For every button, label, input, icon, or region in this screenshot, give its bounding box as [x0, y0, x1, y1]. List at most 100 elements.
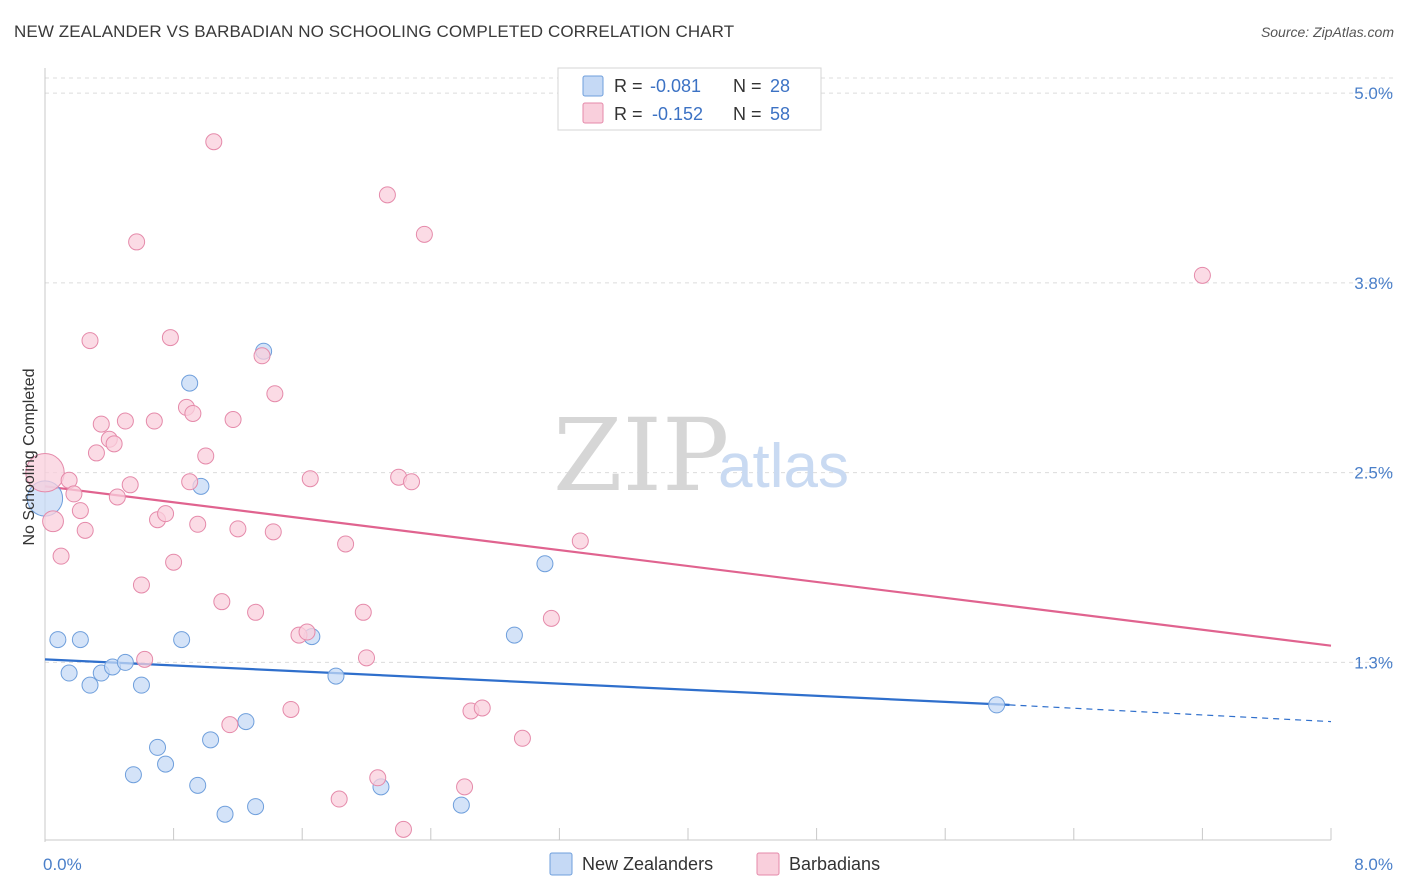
point-new-zealanders	[132, 676, 150, 694]
bottom-legend-swatch-barbadians	[756, 852, 780, 876]
watermark-zip: ZIP	[553, 397, 729, 514]
legend-swatch-new-zealanders	[582, 75, 604, 97]
bottom-legend: New Zealanders Barbadians	[549, 852, 880, 876]
point-barbadians	[165, 553, 183, 571]
point-new-zealanders	[189, 776, 207, 794]
point-barbadians	[87, 444, 105, 462]
point-barbadians	[105, 435, 123, 453]
point-new-zealanders	[124, 766, 142, 784]
point-barbadians	[298, 623, 316, 641]
point-new-zealanders	[202, 731, 220, 749]
point-barbadians	[229, 520, 247, 538]
point-barbadians	[301, 470, 319, 488]
point-barbadians	[571, 532, 589, 550]
point-barbadians	[224, 411, 242, 429]
point-barbadians	[513, 729, 531, 747]
trend-line-extension-new-zealanders	[1009, 704, 1332, 723]
point-barbadians	[354, 603, 372, 621]
point-new-zealanders	[505, 626, 523, 644]
y-tick-label: 3.8%	[1354, 274, 1393, 293]
y-tick-label: 1.3%	[1354, 653, 1393, 672]
point-barbadians	[128, 233, 146, 251]
y-tick-labels: 1.3% 2.5% 3.8% 5.0%	[1354, 84, 1393, 672]
chart-title: NEW ZEALANDER VS BARBADIAN NO SCHOOLING …	[14, 22, 735, 41]
point-new-zealanders	[247, 798, 265, 816]
point-barbadians	[71, 502, 89, 520]
trend-line-new-zealanders	[44, 658, 1010, 707]
point-barbadians	[253, 347, 271, 365]
legend-n-value-new-zealanders: 28	[770, 76, 790, 96]
point-barbadians	[221, 716, 239, 734]
point-barbadians	[415, 225, 433, 243]
point-new-zealanders	[216, 805, 234, 823]
point-barbadians	[473, 699, 491, 717]
point-new-zealanders	[181, 374, 199, 392]
legend-r-label: R =	[614, 104, 643, 124]
point-new-zealanders	[157, 755, 175, 773]
point-new-zealanders	[327, 667, 345, 685]
point-new-zealanders	[536, 555, 554, 573]
point-barbadians	[42, 510, 64, 533]
x-tick-label-min: 0.0%	[43, 855, 82, 874]
legend-r-label: R =	[614, 76, 643, 96]
y-tick-label: 2.5%	[1354, 464, 1393, 483]
point-barbadians	[157, 505, 175, 523]
point-barbadians	[542, 609, 560, 627]
point-barbadians	[282, 700, 300, 718]
point-barbadians	[81, 332, 99, 350]
point-barbadians	[330, 790, 348, 808]
point-barbadians	[116, 412, 134, 430]
legend-n-label: N =	[733, 76, 762, 96]
point-barbadians	[197, 447, 215, 465]
point-barbadians	[184, 404, 202, 422]
point-barbadians	[1193, 266, 1211, 284]
grid-lines	[45, 77, 1393, 663]
point-barbadians	[394, 820, 412, 838]
legend-n-label: N =	[733, 104, 762, 124]
point-barbadians	[369, 769, 387, 787]
point-barbadians	[205, 133, 223, 151]
legend-r-value-new-zealanders: -0.081	[650, 76, 701, 96]
point-barbadians	[108, 488, 126, 506]
point-barbadians	[266, 385, 284, 403]
trend-line-barbadians	[44, 485, 1332, 647]
x-tick-label-max: 8.0%	[1354, 855, 1393, 874]
bottom-legend-label-barbadians: Barbadians	[789, 854, 880, 874]
point-barbadians	[76, 521, 94, 539]
point-barbadians	[121, 476, 139, 494]
point-barbadians	[403, 473, 421, 491]
point-barbadians	[161, 329, 179, 347]
y-axis-label: No Schooling Completed	[21, 369, 38, 546]
point-new-zealanders	[988, 696, 1006, 714]
point-barbadians	[92, 415, 110, 433]
point-barbadians	[358, 649, 375, 667]
point-new-zealanders	[237, 713, 255, 731]
point-barbadians	[52, 547, 70, 565]
point-barbadians	[65, 485, 83, 503]
source-label: Source: ZipAtlas.com	[1260, 24, 1394, 40]
point-new-zealanders	[173, 631, 191, 649]
point-barbadians	[456, 778, 474, 796]
point-barbadians	[337, 535, 355, 553]
legend-r-value-barbadians: -0.152	[652, 104, 703, 124]
point-new-zealanders	[452, 796, 470, 814]
point-new-zealanders	[60, 664, 78, 682]
point-barbadians	[132, 576, 150, 594]
point-barbadians	[264, 523, 282, 541]
legend-swatch-barbadians	[582, 102, 604, 124]
data-points	[25, 133, 1211, 838]
point-barbadians	[25, 452, 65, 493]
point-new-zealanders	[116, 653, 134, 671]
point-barbadians	[213, 593, 231, 611]
point-new-zealanders	[49, 631, 67, 649]
point-new-zealanders	[149, 738, 167, 756]
point-barbadians	[181, 473, 199, 491]
point-barbadians	[136, 650, 154, 668]
legend-n-value-barbadians: 58	[770, 104, 790, 124]
y-tick-label: 5.0%	[1354, 84, 1393, 103]
point-barbadians	[378, 186, 396, 204]
legend: R = -0.081 N = 28 R = -0.152 N = 58	[557, 67, 822, 131]
point-barbadians	[189, 515, 207, 533]
point-new-zealanders	[71, 631, 89, 649]
trend-lines	[44, 485, 1332, 723]
